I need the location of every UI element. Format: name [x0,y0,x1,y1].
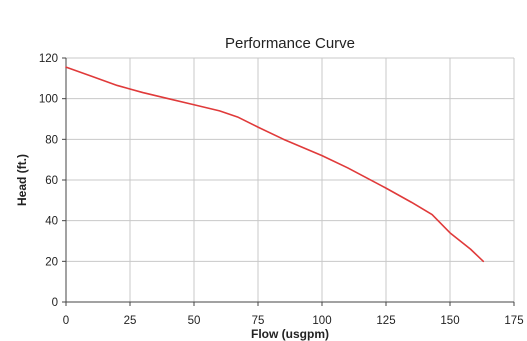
x-tick-label: 100 [312,315,331,327]
series-layer [65,66,485,263]
y-tick-labels: 0 20 40 60 80 100 120 [39,53,58,309]
y-tick-label: 100 [39,94,58,106]
x-tick-label: 125 [376,315,395,327]
x-tick-label: 150 [440,315,459,327]
y-tick-label: 60 [45,175,58,187]
y-tick-label: 120 [39,53,58,65]
y-axis-label: Head (ft.) [15,154,29,206]
y-tick-label: 40 [45,216,58,228]
chart-title: Performance Curve [225,35,355,52]
x-tick-label: 25 [124,315,137,327]
x-axis-label: Flow (usgpm) [251,327,329,341]
y-tick-label: 80 [45,134,58,146]
performance-curve-line [65,66,485,263]
x-tick-label: 0 [63,315,69,327]
y-tick-label: 20 [45,256,58,268]
axes [62,57,515,306]
x-tick-label: 50 [188,315,201,327]
x-tick-label: 175 [504,315,523,327]
x-tick-labels: 0 25 50 75 100 125 150 175 [63,315,524,327]
grid-lines [66,57,515,302]
y-tick-label: 0 [52,297,58,309]
x-tick-label: 75 [252,315,265,327]
